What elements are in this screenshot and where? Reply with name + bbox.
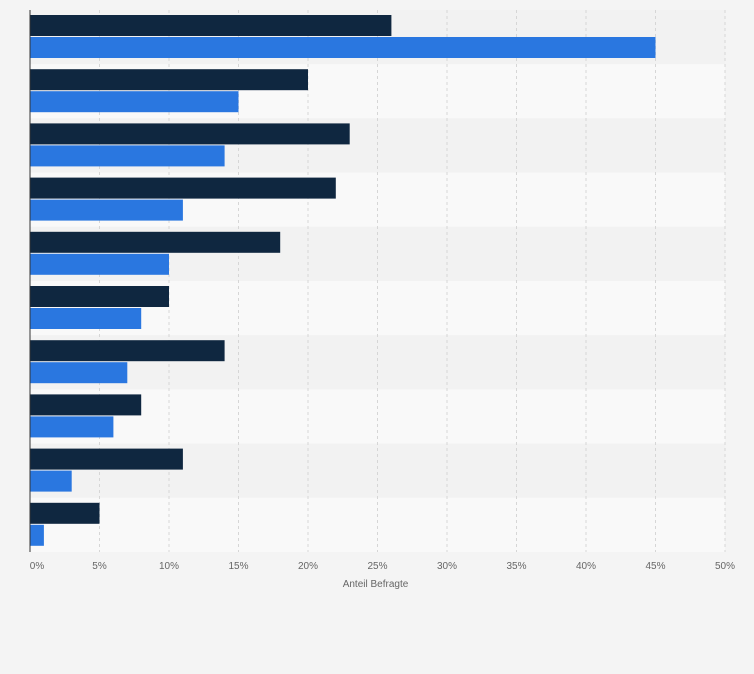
bar-series-2[interactable] [30, 308, 142, 329]
bar-series-2[interactable] [30, 362, 128, 384]
x-tick-label: 50% [715, 561, 735, 572]
bar-series-1[interactable] [30, 123, 350, 145]
bar-series-1[interactable] [30, 340, 225, 362]
x-tick-label: 20% [298, 561, 318, 572]
bar-series-1[interactable] [30, 448, 183, 470]
bar-series-1[interactable] [30, 15, 392, 36]
row-band [30, 389, 725, 444]
bar-series-1[interactable] [30, 502, 100, 524]
bar-series-1[interactable] [30, 177, 336, 199]
bar-series-1[interactable] [30, 69, 308, 91]
x-tick-label: 45% [645, 561, 665, 572]
x-tick-label: 5% [92, 561, 107, 572]
bar-series-2[interactable] [30, 470, 72, 492]
bar-series-2[interactable] [30, 145, 225, 167]
x-tick-label: 40% [576, 561, 596, 572]
bar-series-2[interactable] [30, 253, 169, 275]
x-tick-label: 15% [228, 561, 248, 572]
bar-series-1[interactable] [30, 394, 142, 416]
x-axis-label: Anteil Befragte [343, 579, 409, 590]
bar-series-2[interactable] [30, 524, 44, 546]
x-tick-label: 10% [159, 561, 179, 572]
bars [30, 15, 656, 546]
bar-series-1[interactable] [30, 231, 281, 253]
bar-series-2[interactable] [30, 91, 239, 113]
x-tick-label: 25% [367, 561, 387, 572]
x-tick-label: 0% [30, 561, 45, 572]
x-tick-label: 30% [437, 561, 457, 572]
bar-series-2[interactable] [30, 416, 114, 438]
bar-series-2[interactable] [30, 199, 183, 221]
x-tick-label: 35% [506, 561, 526, 572]
row-band [30, 497, 725, 552]
bar-series-1[interactable] [30, 286, 169, 307]
x-tick-labels: 0% 5% 10% 15% 20% 25% 30% 35% 40% 45% 50% [30, 561, 735, 572]
bar-series-2[interactable] [30, 37, 656, 58]
